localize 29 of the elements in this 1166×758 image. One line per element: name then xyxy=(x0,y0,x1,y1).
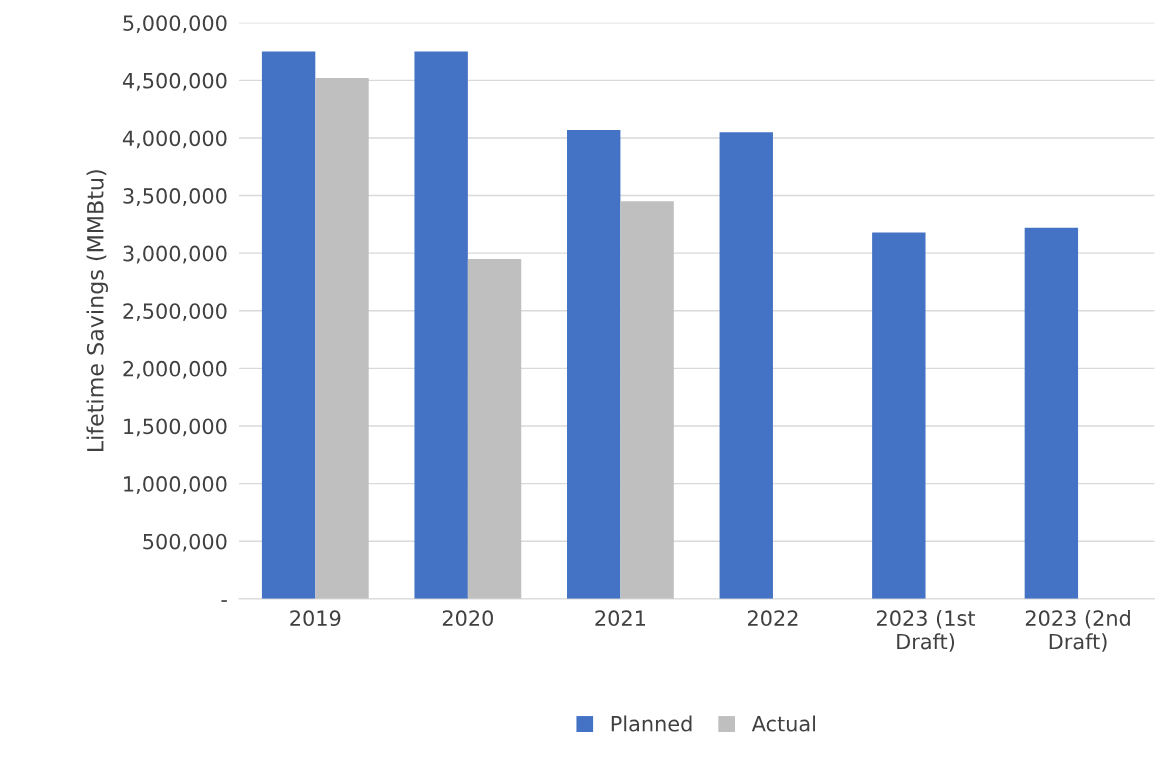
bar xyxy=(261,51,316,599)
bar xyxy=(414,51,468,599)
y-tick-label: 1,500,000 xyxy=(124,418,227,437)
y-tick-label: 1,000,000 xyxy=(124,476,227,494)
x-tick-label: 2021 xyxy=(595,610,645,627)
bar xyxy=(719,132,773,599)
bar xyxy=(872,232,926,599)
legend-label: Actual xyxy=(751,715,815,732)
y-tick-label: 4,500,000 xyxy=(122,72,227,91)
y-tick-label: - xyxy=(221,600,227,602)
x-tick-label: 2020 xyxy=(442,610,493,627)
bar xyxy=(315,78,369,599)
bar xyxy=(620,201,674,599)
y-tick-label: 500,000 xyxy=(143,533,227,552)
x-tick-label: 2019 xyxy=(290,610,341,627)
bar xyxy=(467,258,522,599)
y-tick-label: 2,000,000 xyxy=(123,360,227,379)
bar xyxy=(567,129,621,599)
y-tick-label: 3,000,000 xyxy=(123,245,227,264)
x-tick-label: 2022 xyxy=(747,610,798,627)
y-axis-title: Lifetime Savings (MMBtu) xyxy=(86,170,108,452)
x-tick-label: 2023 (1st Draft) xyxy=(877,609,976,652)
y-tick-label: 3,500,000 xyxy=(123,188,227,206)
bar xyxy=(1024,227,1079,599)
x-tick-label: 2023 (2nd Draft) xyxy=(1025,609,1130,652)
y-tick-label: 2,500,000 xyxy=(123,303,227,322)
legend-label: Planned xyxy=(611,715,692,732)
y-tick-label: 4,000,000 xyxy=(122,130,227,149)
y-tick-label: 5,000,000 xyxy=(123,15,227,34)
